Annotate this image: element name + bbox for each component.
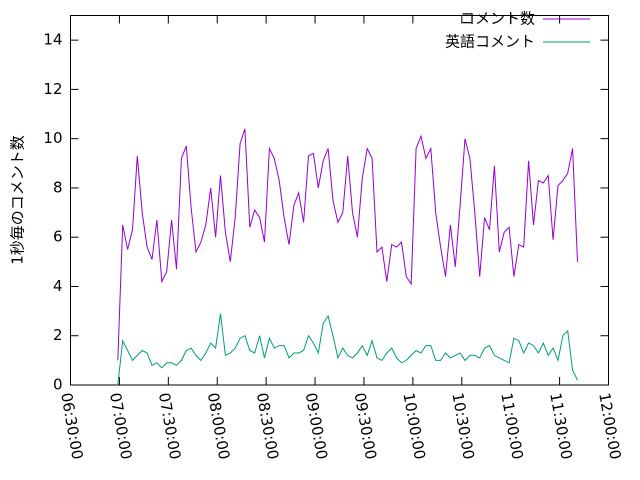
- y-tick-label: 12: [43, 80, 62, 98]
- y-tick-label: 14: [43, 31, 62, 49]
- y-tick-label: 4: [53, 277, 63, 295]
- legend-label: コメント数: [460, 10, 535, 28]
- y-tick-label: 0: [53, 376, 63, 394]
- plot-border: [70, 15, 609, 386]
- y-tick-label: 2: [53, 326, 63, 344]
- series-line: [117, 313, 578, 386]
- series-line: [117, 128, 578, 361]
- legend-label: 英語コメント: [445, 33, 535, 51]
- y-tick-label: 8: [53, 178, 63, 196]
- y-tick-label: 10: [43, 129, 62, 147]
- y-axis-label: 1秒毎のコメント数: [9, 135, 27, 265]
- y-tick-label: 6: [53, 228, 63, 246]
